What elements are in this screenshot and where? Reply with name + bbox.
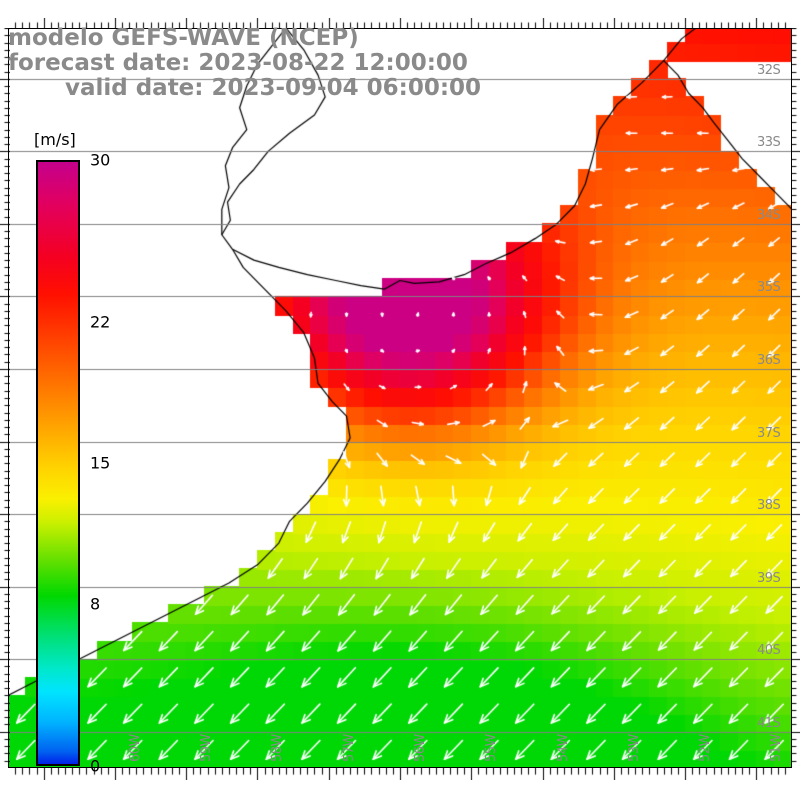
latitude-label-41s: 41S (757, 715, 781, 731)
top-axis-ticks (8, 18, 792, 28)
wind-vector-arrows (8, 28, 792, 768)
colorbar-tick-22: 22 (90, 312, 111, 332)
longitude-label-55w: 55W (484, 734, 500, 762)
colorbar-gradient (36, 160, 80, 766)
colorbar-tick-0: 0 (90, 756, 101, 776)
latitude-label-33s: 33S (757, 135, 781, 151)
map-plot-area[interactable] (8, 28, 792, 768)
latitude-label-35s: 35S (757, 280, 781, 296)
colorbar-unit-label: [m/s] (34, 130, 76, 149)
longitude-label-56w: 56W (413, 734, 428, 762)
longitude-label-60w: 60W (127, 734, 143, 762)
latitude-label-40s: 40S (757, 643, 781, 659)
latitude-label-34s: 34S (757, 207, 781, 223)
colorbar[interactable] (36, 160, 80, 766)
colorbar-tick-15: 15 (90, 453, 111, 473)
longitude-label-54w: 54W (555, 734, 571, 762)
latitude-label-36s: 36S (757, 352, 781, 368)
longitude-label-52w: 52W (698, 734, 714, 762)
latitude-label-38s: 38S (757, 498, 781, 514)
left-axis-ticks (0, 28, 10, 768)
longitude-label-51w: 51W (769, 734, 785, 762)
longitude-label-57w: 57W (341, 734, 357, 762)
latitude-label-32s: 32S (757, 62, 781, 78)
right-axis-ticks (792, 28, 800, 768)
longitude-label-58w: 58W (270, 734, 286, 762)
latitude-label-37s: 37S (757, 425, 781, 441)
latitude-label-39s: 39S (757, 570, 781, 586)
longitude-label-59w: 59W (199, 734, 215, 762)
longitude-label-53w: 53W (626, 734, 642, 762)
colorbar-tick-8: 8 (90, 594, 101, 614)
bottom-axis-ticks (8, 768, 792, 780)
colorbar-tick-30: 30 (90, 150, 111, 170)
